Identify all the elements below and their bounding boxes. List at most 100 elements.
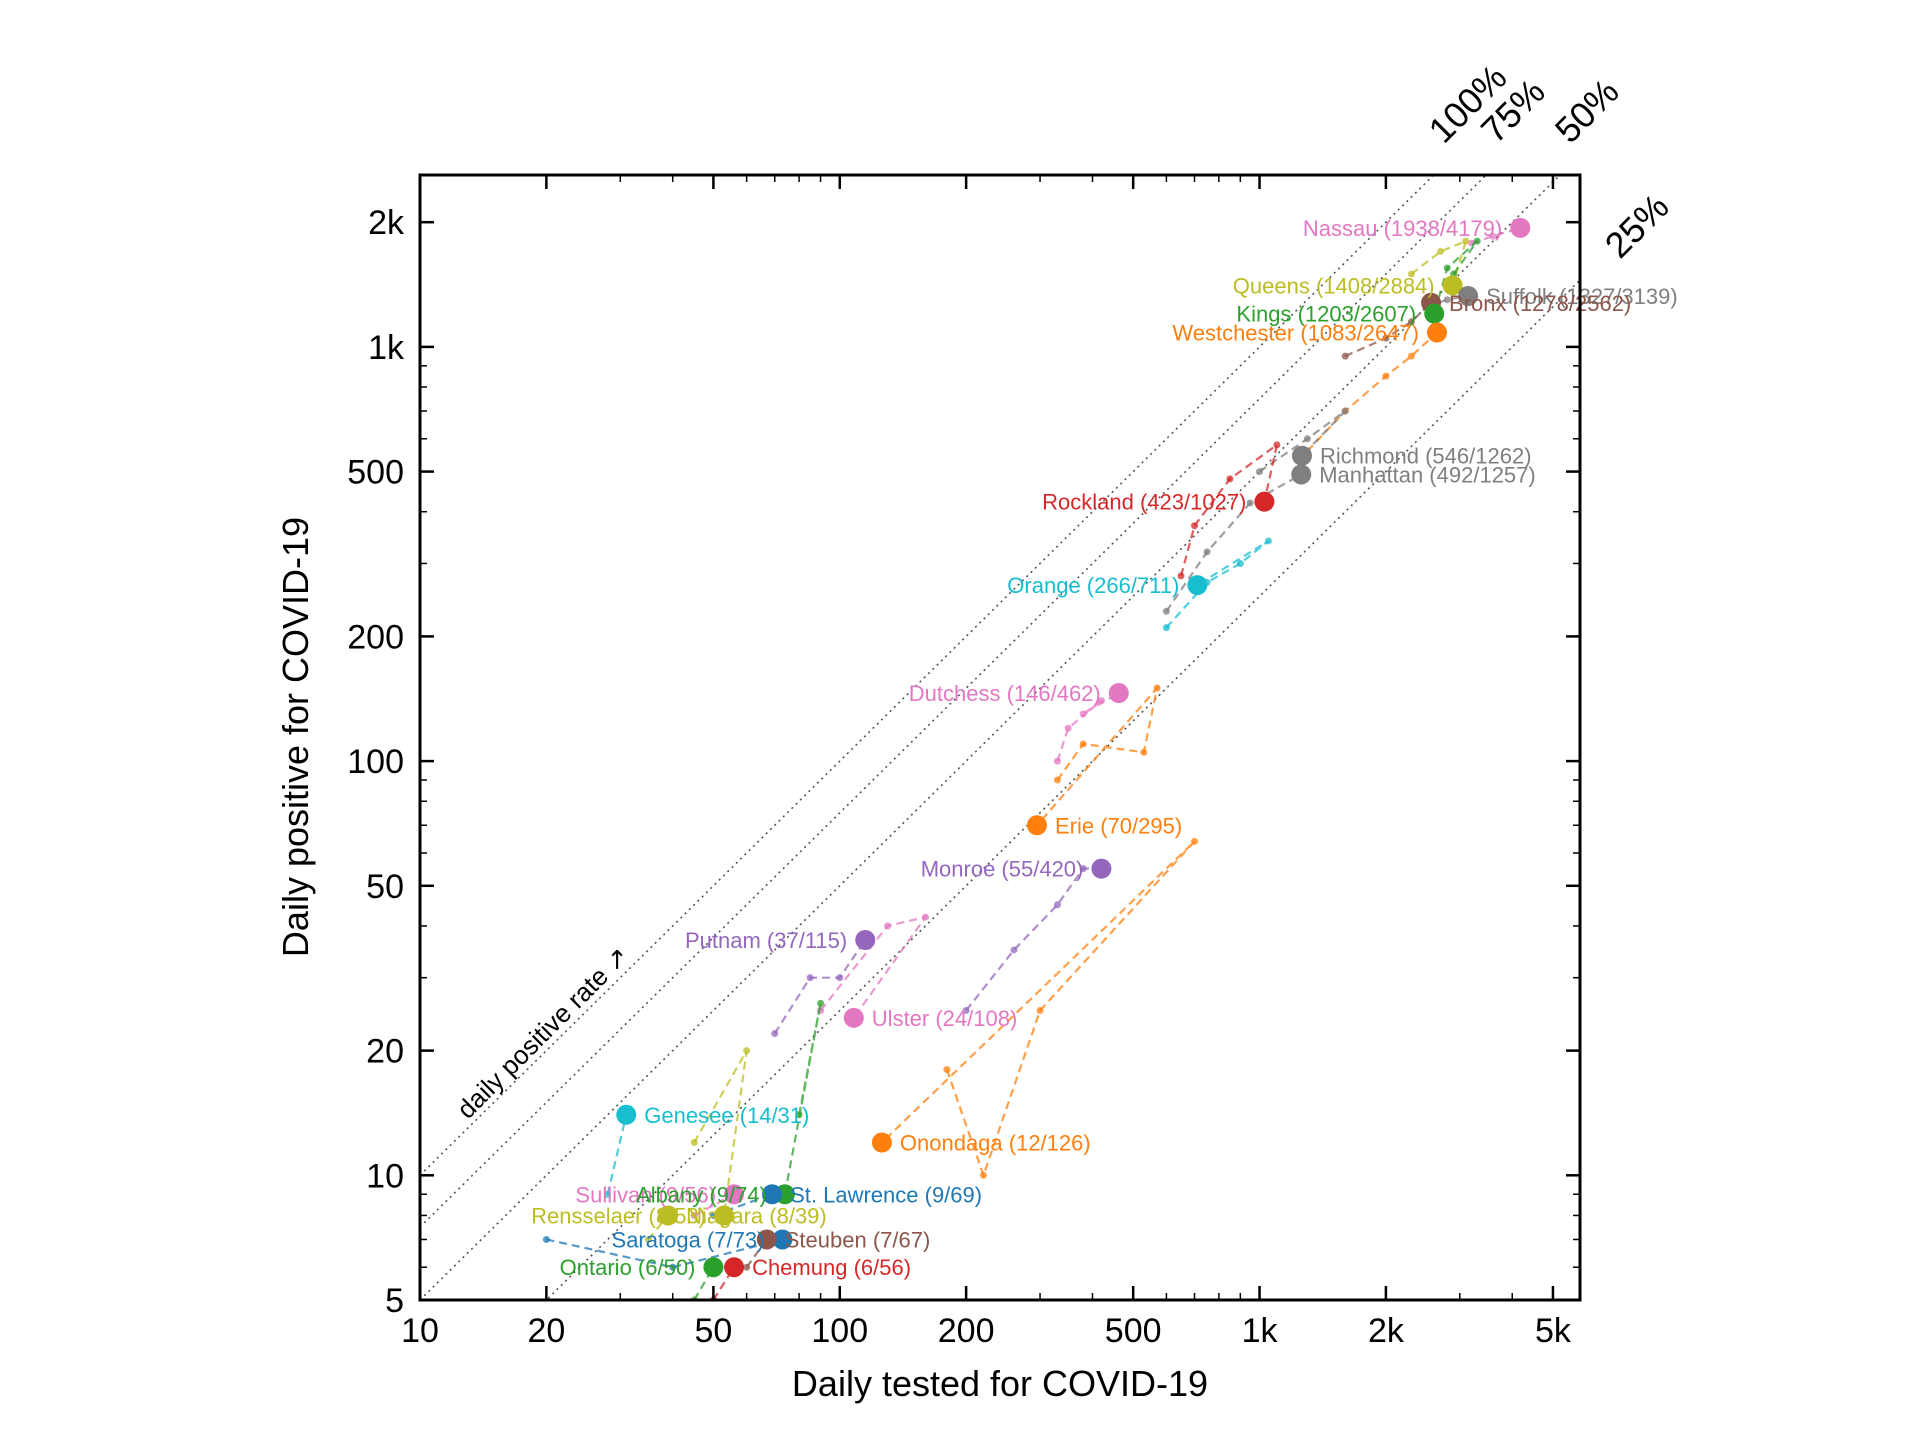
y-tick-label: 2k [368, 204, 405, 242]
trail-point [836, 974, 844, 982]
series-label: Rensselaer (8/53) [531, 1203, 706, 1228]
trail-point [1153, 684, 1161, 692]
trail-point [1382, 334, 1390, 342]
series-label: Chemung (6/56) [752, 1255, 911, 1280]
series-label: Dutchess (146/462) [909, 681, 1101, 706]
series-point [843, 1007, 864, 1028]
series-label: Bronx (1278/2562) [1449, 291, 1631, 316]
y-tick-label: 5 [385, 1282, 404, 1320]
series-label: Richmond (546/1262) [1320, 444, 1532, 469]
series-trail [546, 1238, 783, 1269]
trail-point [604, 1190, 612, 1198]
trail-point [1407, 270, 1415, 278]
series-point [762, 1184, 783, 1205]
trail-point [1079, 710, 1087, 718]
trail-point [1462, 237, 1470, 245]
reference-lines [420, 175, 1580, 1300]
reference-line [545, 279, 1580, 1300]
series-label: St. Lawrence (9/69) [790, 1182, 982, 1207]
y-tick-label: 10 [366, 1157, 404, 1195]
reference-label: 25% [1597, 186, 1677, 266]
trail-point [771, 1029, 779, 1037]
trail-point [1226, 475, 1234, 483]
trail-point [669, 1263, 677, 1271]
series-point [1187, 575, 1208, 596]
trail-point [1264, 537, 1272, 545]
series-trail [647, 1214, 669, 1241]
series-point [871, 1132, 892, 1153]
trail-point [884, 922, 892, 930]
series-label: Kings (1203/2607) [1236, 302, 1416, 327]
series-trail [819, 915, 929, 1019]
trail-point [1473, 237, 1481, 245]
series-point [1091, 858, 1112, 879]
series-labels: Nassau (1938/4179) Queens (1408/2884) Suff… [531, 216, 1678, 1280]
series-point [724, 1184, 745, 1205]
series-label: Steuben (7/67) [785, 1227, 931, 1252]
trail-point [1191, 837, 1199, 845]
trail-point [1341, 352, 1349, 360]
trail-point [1246, 499, 1254, 507]
series-label: Westchester (1083/2647) [1172, 321, 1419, 346]
series-point [703, 1257, 724, 1278]
series-label: Albany (9/74) [636, 1182, 767, 1207]
reference-line [420, 175, 1435, 1176]
series-label: Ulster (24/108) [872, 1006, 1018, 1031]
series-points [616, 217, 1531, 1278]
trail-point [1140, 748, 1148, 756]
trail-point [1341, 407, 1349, 415]
trail-point [943, 1066, 951, 1074]
series-label: Orange (266/711) [1007, 573, 1179, 598]
x-tick-label: 10 [401, 1312, 439, 1350]
series-point [1442, 275, 1463, 296]
series-trail [1056, 692, 1120, 762]
series-trail [773, 939, 867, 1035]
trail-point [795, 1111, 803, 1119]
trail-point [921, 913, 929, 921]
trail-point [1162, 607, 1170, 615]
x-tick-label: 500 [1105, 1312, 1162, 1350]
series-point [658, 1205, 679, 1226]
reference-line [420, 175, 1562, 1300]
series-point [1108, 683, 1129, 704]
series-trail [606, 1114, 628, 1195]
series-trail [1165, 540, 1270, 629]
trail-point [962, 1006, 970, 1014]
series-label: Genesee (14/31) [644, 1103, 809, 1128]
reference-label: 50% [1547, 71, 1627, 151]
trail-point [690, 1211, 698, 1219]
series-label: Nassau (1938/4179) [1303, 216, 1502, 241]
rate-annotation: daily positive rate ↗ [451, 941, 635, 1125]
series-label: Ontario (6/50) [560, 1255, 696, 1280]
series-label: Niagara (8/39) [686, 1203, 827, 1228]
series-trail [1410, 239, 1468, 286]
series-label: Manhattan (492/1257) [1319, 462, 1536, 487]
y-axis-title: Daily positive for COVID-19 [275, 517, 316, 957]
series-label: Erie (70/295) [1055, 813, 1182, 838]
trail-point [1303, 435, 1311, 443]
trail-point [1203, 548, 1211, 556]
series-point [616, 1104, 637, 1125]
x-tick-label: 2k [1368, 1312, 1405, 1350]
trail-point [1437, 247, 1445, 255]
series-point [1458, 285, 1479, 306]
trail-point [1097, 697, 1105, 705]
trail-point [1236, 559, 1244, 567]
trail-point [817, 999, 825, 1007]
trail-point [690, 1139, 698, 1147]
series-trail [1306, 331, 1438, 452]
trail-point [1407, 352, 1415, 360]
series-label: Monroe (55/420) [921, 857, 1084, 882]
y-tick-label: 200 [347, 618, 404, 656]
plot-frame [418, 173, 1582, 1302]
series-trail [783, 1003, 822, 1195]
trail-point [1443, 296, 1451, 304]
series-point [1026, 815, 1047, 836]
y-tick-label: 20 [366, 1033, 404, 1071]
x-tick-label: 200 [938, 1312, 995, 1350]
trail-point [1053, 776, 1061, 784]
series-point [1254, 491, 1275, 512]
x-tick-label: 1k [1242, 1312, 1279, 1350]
series-trail [1258, 410, 1347, 473]
